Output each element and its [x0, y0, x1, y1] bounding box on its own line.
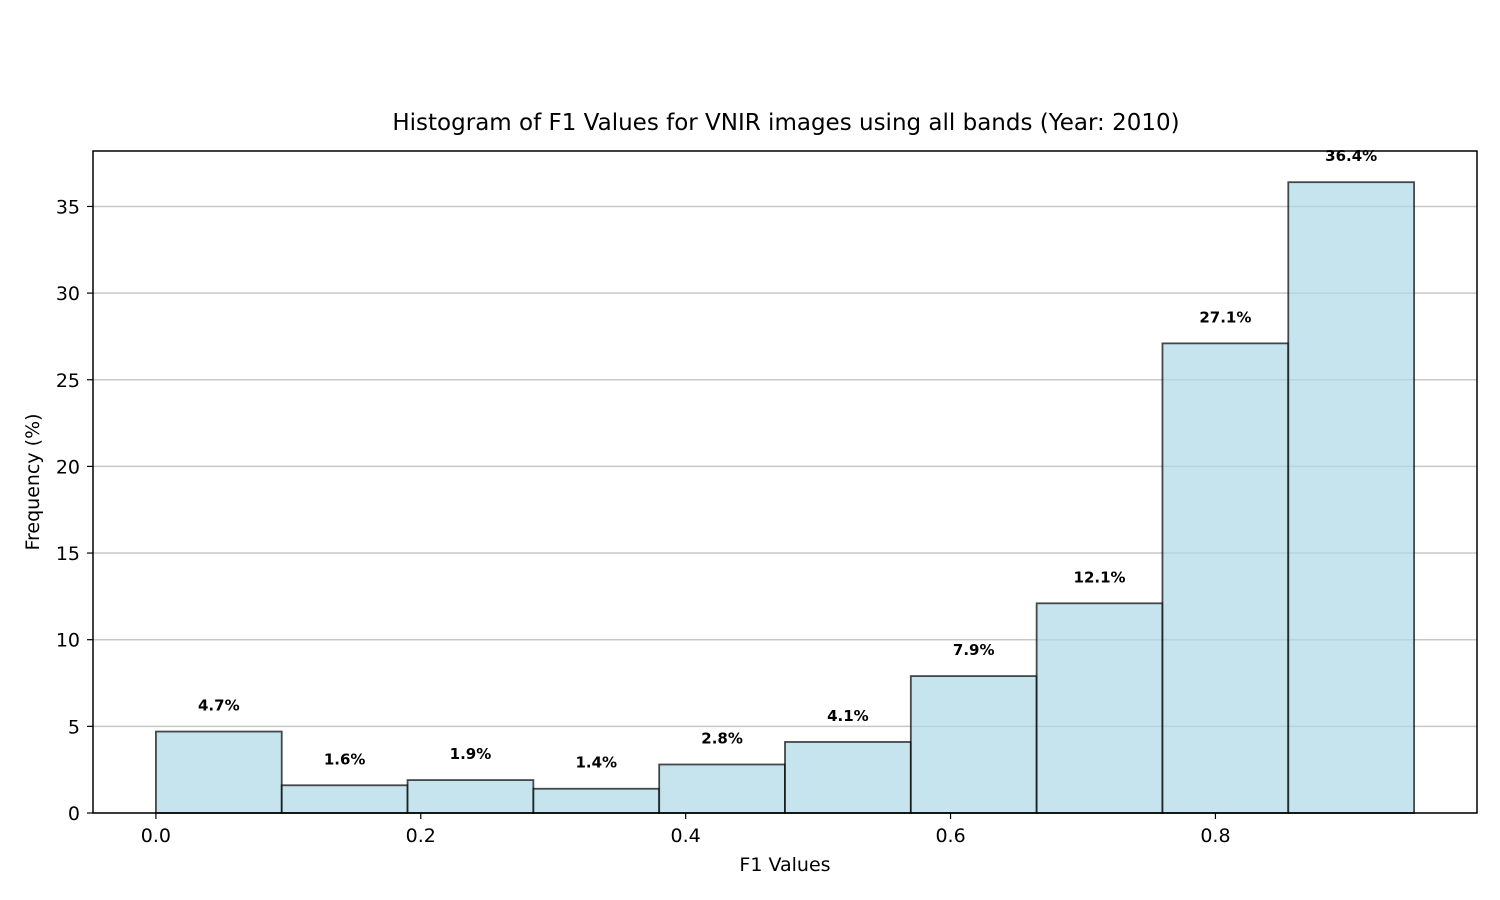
y-tick-label: 10	[56, 630, 80, 652]
histogram-bar	[406, 779, 535, 814]
histogram-bar	[909, 675, 1038, 814]
bars	[155, 181, 1415, 814]
histogram-bar	[1035, 602, 1164, 814]
x-tick-label: 0.6	[935, 825, 965, 847]
x-tick-label: 0.2	[406, 825, 436, 847]
bar-value-label: 1.4%	[575, 754, 617, 772]
histogram-bar	[1161, 342, 1290, 814]
grid-lines	[93, 205, 1477, 814]
x-tick-label: 0.4	[671, 825, 701, 847]
y-tick-label: 25	[56, 370, 80, 392]
histogram-bar	[280, 784, 409, 814]
y-axis-ticks: 0 5 10 15 20 25 30 35	[56, 196, 93, 825]
bar-value-label: 1.6%	[324, 750, 366, 768]
histogram-bar	[532, 787, 661, 814]
chart-title: Histogram of F1 Values for VNIR images u…	[392, 110, 1179, 136]
plot-frame	[92, 150, 1478, 814]
x-tick-label: 0.0	[141, 825, 171, 847]
y-tick-label: 0	[68, 803, 80, 825]
x-tick-label: 0.8	[1200, 825, 1230, 847]
data-labels: 4.7% 1.6% 1.9% 1.4% 2.8% 4.1% 7.9% 12.1% 27.1% 36…	[198, 147, 1377, 772]
y-axis-label: Frequency (%)	[22, 413, 44, 550]
y-tick-label: 35	[56, 196, 80, 218]
bar-value-label: 36.4%	[1325, 147, 1377, 165]
histogram-bar	[155, 730, 283, 814]
bar-value-label: 4.1%	[827, 707, 869, 725]
y-tick-label: 15	[56, 543, 80, 565]
histogram-bar	[658, 763, 786, 814]
y-tick-label: 30	[56, 283, 80, 305]
bar-value-label: 12.1%	[1074, 568, 1126, 586]
y-tick-label: 5	[68, 716, 80, 738]
bar-value-label: 4.7%	[198, 697, 240, 715]
x-axis-label: F1 Values	[739, 854, 830, 876]
x-axis-ticks: 0.0 0.2 0.4 0.6 0.8	[141, 813, 1231, 847]
bar-value-label: 7.9%	[953, 641, 995, 659]
bar-value-label: 27.1%	[1199, 308, 1251, 326]
bar-value-label: 2.8%	[701, 729, 743, 747]
y-tick-label: 20	[56, 456, 80, 478]
histogram-bar	[1287, 181, 1415, 814]
bar-value-label: 1.9%	[450, 745, 492, 763]
histogram-bar	[784, 741, 912, 814]
